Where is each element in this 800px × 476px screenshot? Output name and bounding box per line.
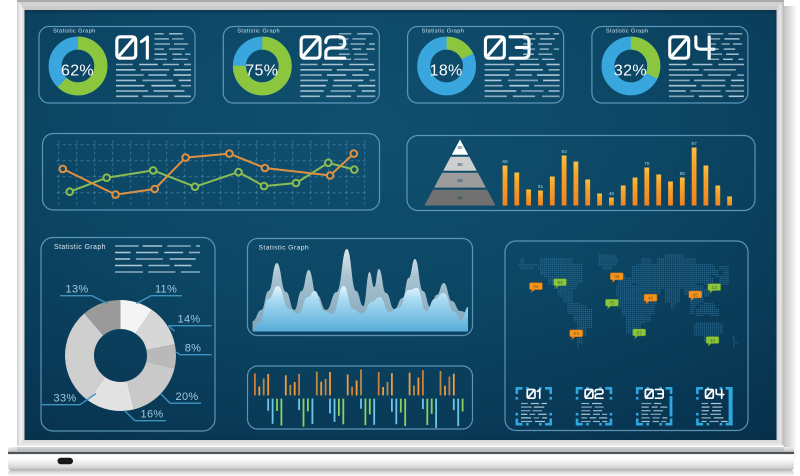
svg-text:75%: 75% xyxy=(245,62,278,79)
svg-text:8%: 8% xyxy=(185,343,202,355)
svg-text:13: 13 xyxy=(712,285,718,291)
svg-text:04: 04 xyxy=(533,284,539,290)
svg-text:45: 45 xyxy=(609,191,615,197)
svg-text:65: 65 xyxy=(693,292,699,298)
svg-text:Statistic Graph: Statistic Graph xyxy=(237,29,280,35)
svg-text:93: 93 xyxy=(557,280,563,286)
svg-text:18%: 18% xyxy=(430,62,463,79)
svg-text:20%: 20% xyxy=(176,391,199,403)
svg-text:70: 70 xyxy=(644,161,650,167)
svg-text:40: 40 xyxy=(457,196,463,201)
svg-text:65: 65 xyxy=(680,171,686,177)
svg-text:32%: 32% xyxy=(614,62,647,79)
svg-text:11%: 11% xyxy=(155,284,177,296)
svg-text:93: 93 xyxy=(561,149,567,155)
svg-text:Statistic Graph: Statistic Graph xyxy=(259,245,310,252)
svg-text:34: 34 xyxy=(710,338,716,344)
svg-text:90: 90 xyxy=(457,145,463,150)
svg-text:51: 51 xyxy=(538,184,544,190)
svg-text:62%: 62% xyxy=(61,62,94,79)
svg-text:33%: 33% xyxy=(54,393,77,405)
svg-text:60: 60 xyxy=(502,159,508,165)
svg-text:80: 80 xyxy=(457,162,463,167)
svg-text:04: 04 xyxy=(574,331,580,337)
svg-text:13%: 13% xyxy=(66,284,89,296)
svg-text:Statistic Graph: Statistic Graph xyxy=(606,29,649,35)
svg-text:97: 97 xyxy=(637,330,643,336)
svg-text:46: 46 xyxy=(648,296,654,302)
svg-text:75: 75 xyxy=(609,301,615,307)
svg-text:16%: 16% xyxy=(141,409,164,421)
svg-text:14%: 14% xyxy=(178,314,201,326)
svg-text:Statistic Graph: Statistic Graph xyxy=(54,244,106,251)
svg-text:Statistic Graph: Statistic Graph xyxy=(422,29,465,35)
svg-text:97: 97 xyxy=(691,141,697,147)
svg-text:60: 60 xyxy=(457,178,463,183)
svg-text:09: 09 xyxy=(614,274,620,280)
svg-text:Statistic Graph: Statistic Graph xyxy=(53,29,96,35)
